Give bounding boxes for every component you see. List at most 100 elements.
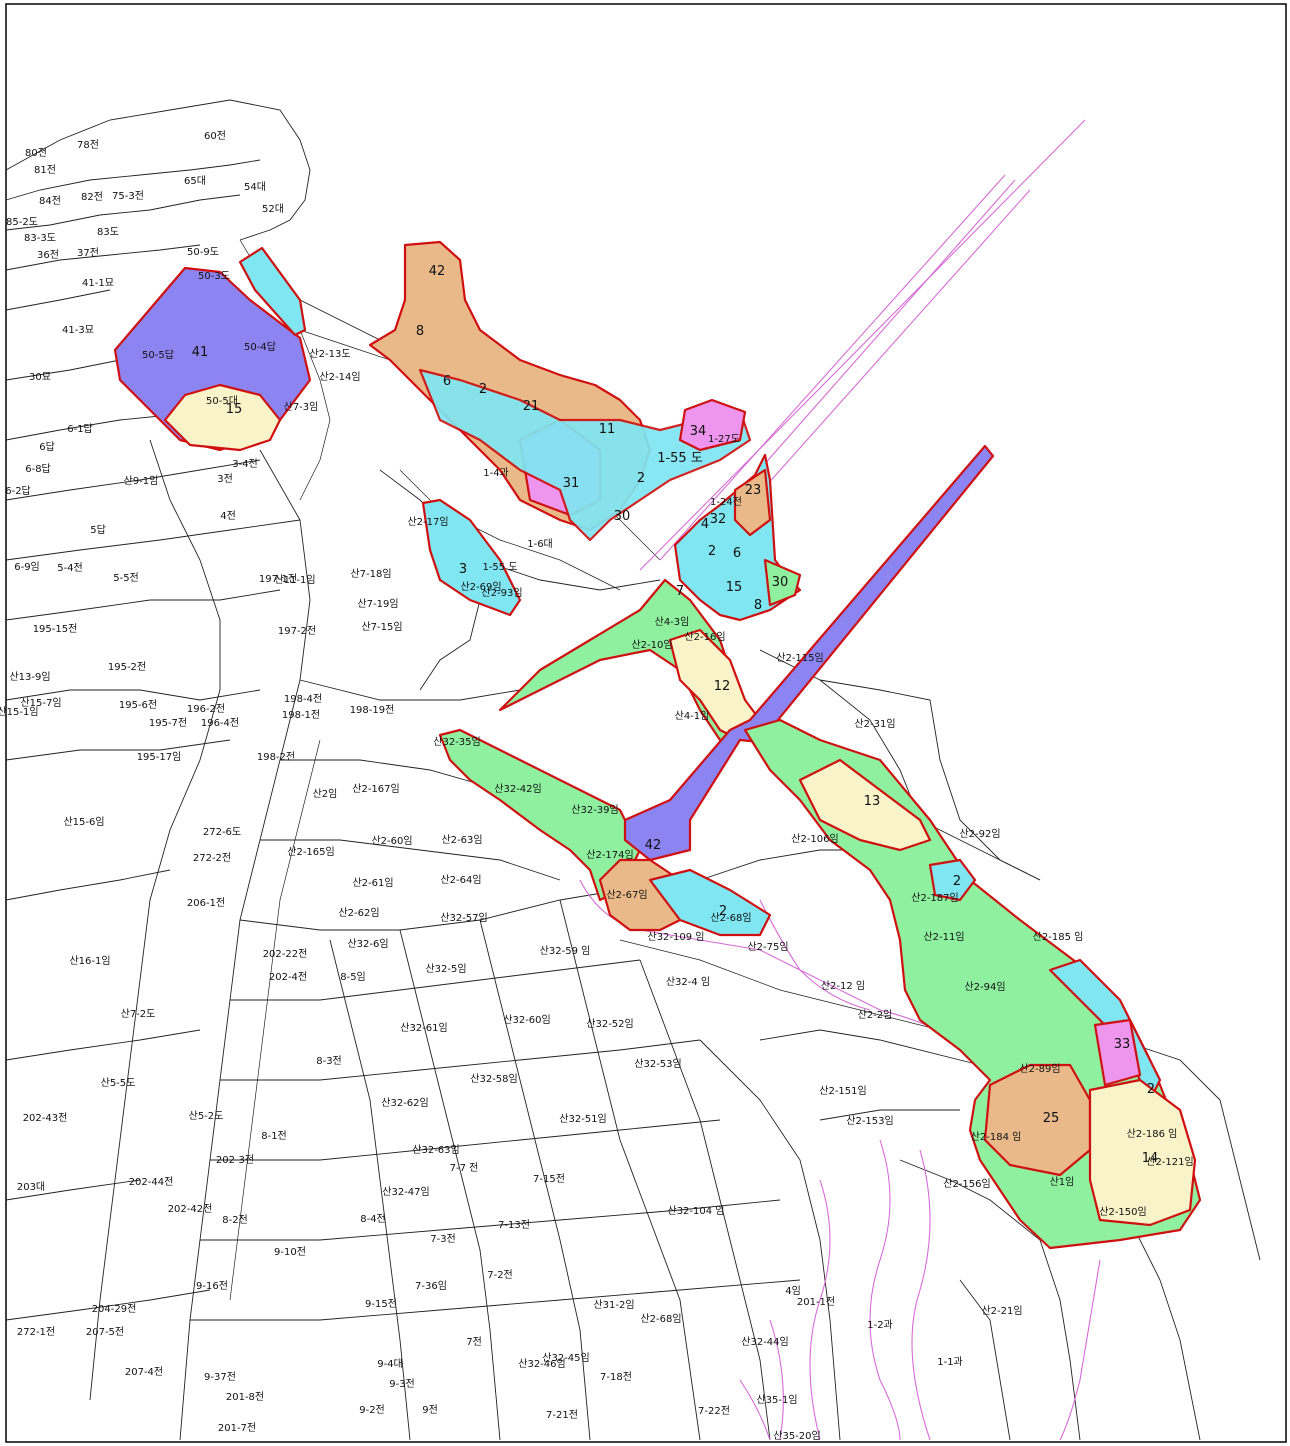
parcel-label: 1-1과 <box>937 1356 963 1368</box>
parcel-label: 산2-64임 <box>440 873 481 886</box>
parcel-label: 80전 <box>25 147 47 159</box>
parcel-label: 산2-165임 <box>287 845 334 858</box>
parcel-label: 산15-7임 <box>20 696 61 709</box>
parcel-label: 산5-2도 <box>189 1110 224 1122</box>
parcel-label: 195-2전 <box>108 661 146 673</box>
zone-number: 4 <box>701 517 709 532</box>
parcel-label: 272-6도 <box>203 827 241 838</box>
parcel-label: 1-55 도 <box>482 562 517 573</box>
parcel-label: 산11-1임 <box>274 573 315 586</box>
parcel-label: 6-8답 <box>25 463 51 475</box>
parcel-label: 195-7전 <box>149 717 187 729</box>
parcel-label: 산32-47임 <box>382 1185 429 1198</box>
parcel-label: 198-4전 <box>284 693 322 705</box>
parcel-label: 83도 <box>97 227 119 238</box>
zone-green-30 <box>763 558 802 607</box>
parcel-label: 37전 <box>77 247 99 259</box>
parcel-label: 52대 <box>262 203 284 215</box>
parcel-label: 산32-42임 <box>494 782 541 795</box>
parcel-label: 84전 <box>39 195 61 207</box>
parcel-label: 산32-46임 <box>518 1357 565 1370</box>
parcel-label: 202-4전 <box>269 971 307 983</box>
parcel-label: 50-5대 <box>206 395 238 407</box>
parcel-label: 195-17임 <box>137 750 182 763</box>
zone-number: 31 <box>563 476 580 491</box>
zone-number: 12 <box>714 679 731 694</box>
parcel-label: 8-3전 <box>316 1055 342 1067</box>
parcel-label: 산32-4 임 <box>666 975 710 988</box>
parcel-label: 산32-6임 <box>347 937 388 950</box>
parcel-label: 산32-104 임 <box>668 1204 725 1217</box>
parcel-label: 81전 <box>34 164 56 176</box>
parcel-label: 7-3전 <box>430 1233 456 1245</box>
zone-number: 3 <box>459 562 467 577</box>
parcel-label: 산2-31임 <box>854 717 895 730</box>
parcel-label: 산4-1임 <box>675 709 710 722</box>
parcel-label: 산4-3임 <box>655 615 690 628</box>
zone-number: 33 <box>1114 1037 1131 1052</box>
parcel-label: 산2-187임 <box>911 891 958 904</box>
parcel-label: 산2-75임 <box>747 940 788 953</box>
parcel-label: 산32-61임 <box>400 1021 447 1034</box>
parcel-label: 9-4대 <box>377 1358 403 1370</box>
parcel-label: 산2-2임 <box>858 1008 893 1021</box>
parcel-label: 산2-68임 <box>710 911 751 924</box>
parcel-label: 1-4과 <box>483 467 509 479</box>
parcel-label: 272-2전 <box>193 852 231 864</box>
parcel-label: 196-4전 <box>201 717 239 729</box>
parcel-label: 36전 <box>37 249 59 261</box>
parcel-label: 산2-167임 <box>352 782 399 795</box>
parcel-label: 산2-106임 <box>791 832 838 845</box>
parcel-label: 202-42전 <box>168 1203 213 1215</box>
parcel-label: 산2-10임 <box>631 638 672 651</box>
parcel-label: 산2-156임 <box>943 1177 990 1190</box>
zone-number: 2 <box>953 874 961 889</box>
parcel-label: 산2-60임 <box>371 834 412 847</box>
parcel-label: 7-13전 <box>498 1219 530 1231</box>
parcel-label: 산32-62임 <box>381 1096 428 1109</box>
zone-number: 25 <box>1043 1111 1060 1126</box>
zone-number: 32 <box>710 512 727 527</box>
parcel-label: 산2-121임 <box>1146 1155 1193 1168</box>
parcel-label: 산32-58임 <box>470 1072 517 1085</box>
parcel-label: 5-4전 <box>57 562 83 574</box>
parcel-label: 산7-3임 <box>284 400 319 413</box>
parcel-label: 산9-1임 <box>124 474 159 487</box>
zone-number: 2 <box>719 904 727 919</box>
parcel-label: 9-10전 <box>274 1246 306 1258</box>
parcel-label: 산2-185 임 <box>1033 930 1084 943</box>
parcel-label: 201-8전 <box>226 1391 264 1403</box>
zone-number: 11 <box>599 422 616 437</box>
parcel-label: 8-5임 <box>340 970 366 983</box>
parcel-label: 산31-2임 <box>593 1298 634 1311</box>
parcel-label: 197-1전 <box>259 573 297 585</box>
parcel-label: 산2-21임 <box>981 1304 1022 1317</box>
parcel-label: 6-1답 <box>67 423 93 435</box>
parcel-label: 272-1전 <box>17 1326 55 1338</box>
parcel-label: 산32-44임 <box>741 1335 788 1348</box>
zone-number: 14 <box>1142 1151 1159 1166</box>
parcel-label: 8-4전 <box>360 1213 386 1225</box>
parcel-label: 산32-59 임 <box>540 944 591 957</box>
zone-number: 7 <box>676 584 684 599</box>
parcel-label: 7-15전 <box>533 1173 565 1185</box>
zone-number: 6 <box>733 546 741 561</box>
zone-magenta-34 <box>678 398 747 452</box>
road-lines <box>229 239 941 1301</box>
parcel-label: 5-5전 <box>113 572 139 584</box>
zone-number: 2 <box>708 544 716 559</box>
parcel-label: 204-29전 <box>92 1303 137 1315</box>
zone-yellow-15 <box>163 383 282 452</box>
parcel-label: 산2임 <box>313 787 338 800</box>
parcel-label: 1-27도 <box>708 434 740 445</box>
zone-number: 6 <box>443 374 451 389</box>
parcel-label: 7-22전 <box>698 1405 730 1417</box>
parcel-label: 207-4전 <box>125 1366 163 1378</box>
parcel-label: 산2-69임 <box>460 580 501 593</box>
parcel-label: 산15-1임 <box>0 705 39 718</box>
parcel-label: 산2-61임 <box>352 876 393 889</box>
zone-number: 13 <box>864 794 881 809</box>
